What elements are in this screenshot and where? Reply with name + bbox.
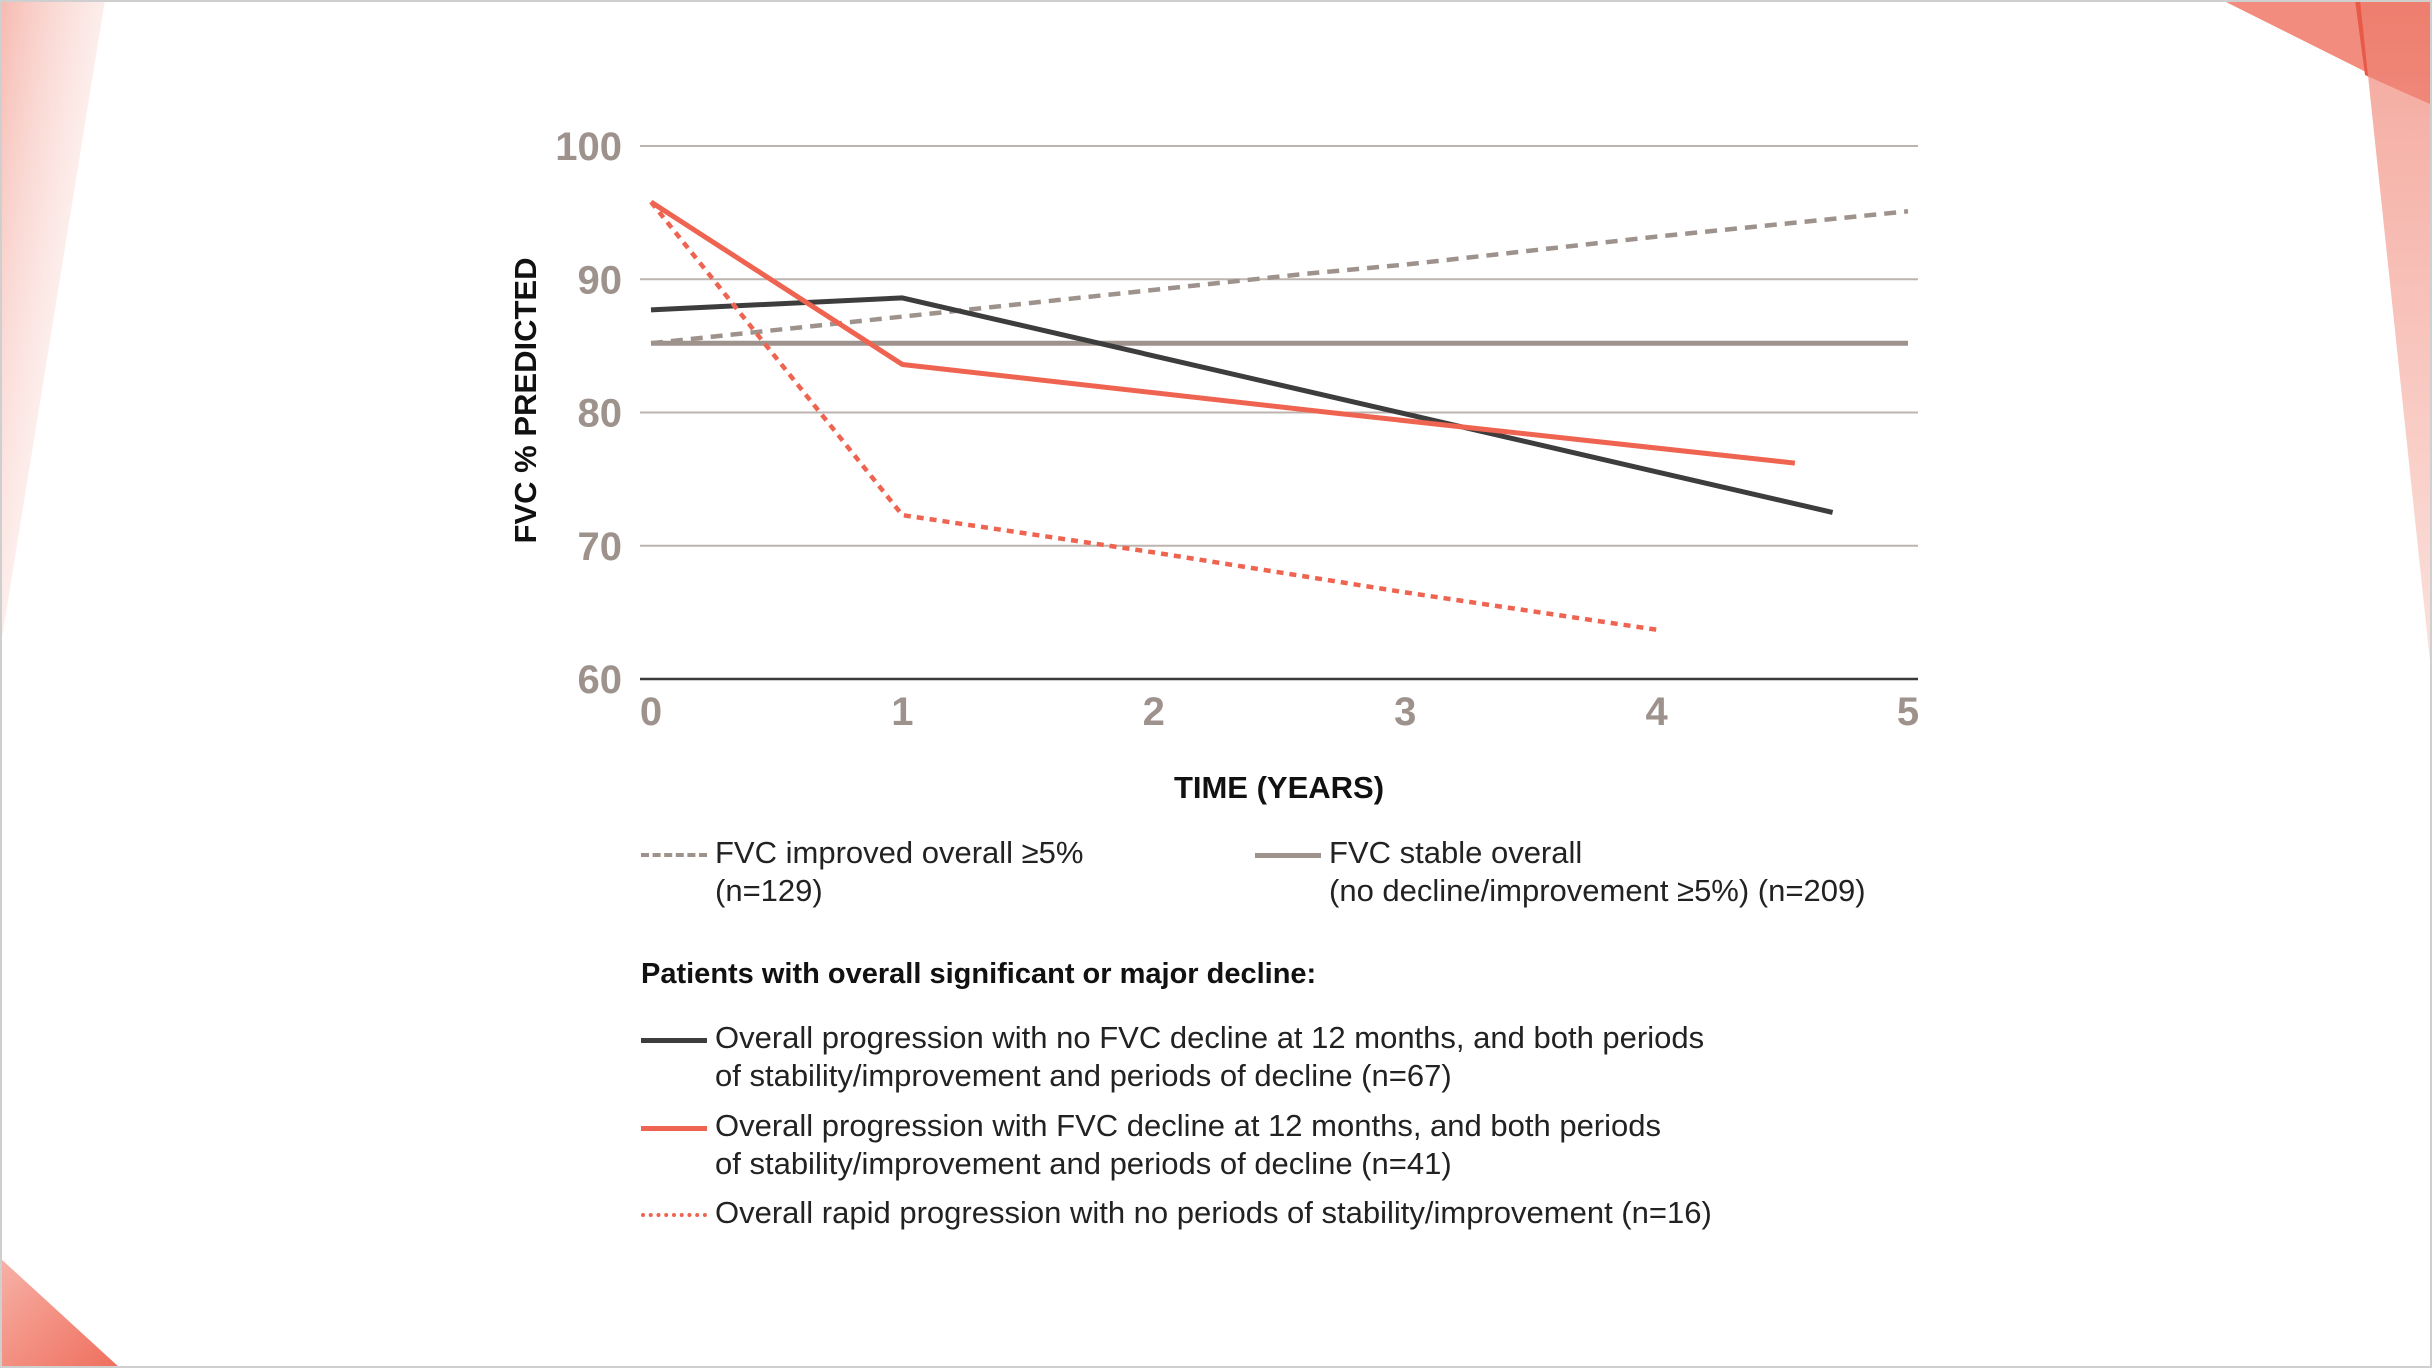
decline-heading: Patients with overall significant or maj…: [641, 958, 1317, 990]
decor-bottom-left-shape: [0, 1258, 120, 1368]
legend-label-rapid: Overall rapid progression with no period…: [715, 1194, 1712, 1232]
legend-no-decline-12m-line1: Overall progression with no FVC decline …: [715, 1020, 1705, 1055]
y-tick-label: 100: [555, 125, 622, 169]
series-line-rapid: [649, 200, 1657, 632]
legend-stable-line2: (no decline/improvement ≥5%) (n=209): [1329, 873, 1866, 908]
legend-no-decline-12m-line2: of stability/improvement and periods of …: [715, 1058, 1452, 1093]
legend-decline-12m: Overall progression with FVC decline at …: [641, 1107, 1841, 1187]
x-tick-label: 0: [640, 690, 662, 734]
x-axis-title: TIME (YEARS): [1174, 770, 1384, 805]
series-line-decline_12m: [649, 199, 1796, 466]
legend-decline-12m-line2: of stability/improvement and periods of …: [715, 1146, 1452, 1181]
legend-swatch-rapid: [641, 1213, 707, 1217]
legend-swatch-decline-12m: [641, 1126, 707, 1131]
legend-rapid-line1: Overall rapid progression with no period…: [715, 1195, 1712, 1230]
legend-swatch-no-decline-12m: [641, 1038, 707, 1043]
legend-stable: FVC stable overall (no decline/improveme…: [1255, 834, 1955, 914]
x-tick-label: 1: [891, 690, 913, 734]
legend-decline-12m-line1: Overall progression with FVC decline at …: [715, 1108, 1661, 1143]
x-tick-label: 4: [1645, 690, 1668, 734]
legend-swatch-improved: [641, 853, 707, 857]
y-tick-label: 90: [578, 258, 623, 302]
legend-label-improved: FVC improved overall ≥5% (n=129): [715, 834, 1083, 910]
x-tick-label: 3: [1394, 690, 1416, 734]
chart: 60 70 80 90 100 0 1 2 3 4 5 TIME (YEARS) FVC % PREDI…: [508, 125, 1919, 805]
series-line-improved: [650, 209, 1909, 346]
legend-swatch-stable: [1255, 853, 1321, 858]
legend-improved-line1: FVC improved overall ≥5%: [715, 835, 1084, 870]
legend-improved-line2: (n=129): [715, 873, 823, 908]
legend-label-no-decline-12m: Overall progression with no FVC decline …: [715, 1019, 1704, 1095]
legend-no-decline-12m: Overall progression with no FVC decline …: [641, 1019, 1841, 1099]
decor-left-shape: [0, 0, 105, 650]
legend-improved: FVC improved overall ≥5% (n=129): [641, 834, 1141, 914]
legend-stable-line1: FVC stable overall: [1329, 835, 1583, 870]
y-tick-label: 60: [578, 658, 623, 702]
x-tick-label: 2: [1143, 690, 1165, 734]
legend-rapid: Overall rapid progression with no period…: [641, 1194, 1841, 1234]
series-line-no_decline_12m: [650, 295, 1834, 515]
legend-label-decline-12m: Overall progression with FVC decline at …: [715, 1107, 1661, 1183]
y-tick-label: 80: [578, 392, 623, 436]
x-tick-label: 5: [1897, 690, 1919, 734]
y-tick-label: 70: [578, 525, 623, 569]
decor-right-shape: [2360, 0, 2432, 680]
y-axis-title: FVC % PREDICTED: [508, 258, 543, 544]
legend-label-stable: FVC stable overall (no decline/improveme…: [1329, 834, 1866, 910]
